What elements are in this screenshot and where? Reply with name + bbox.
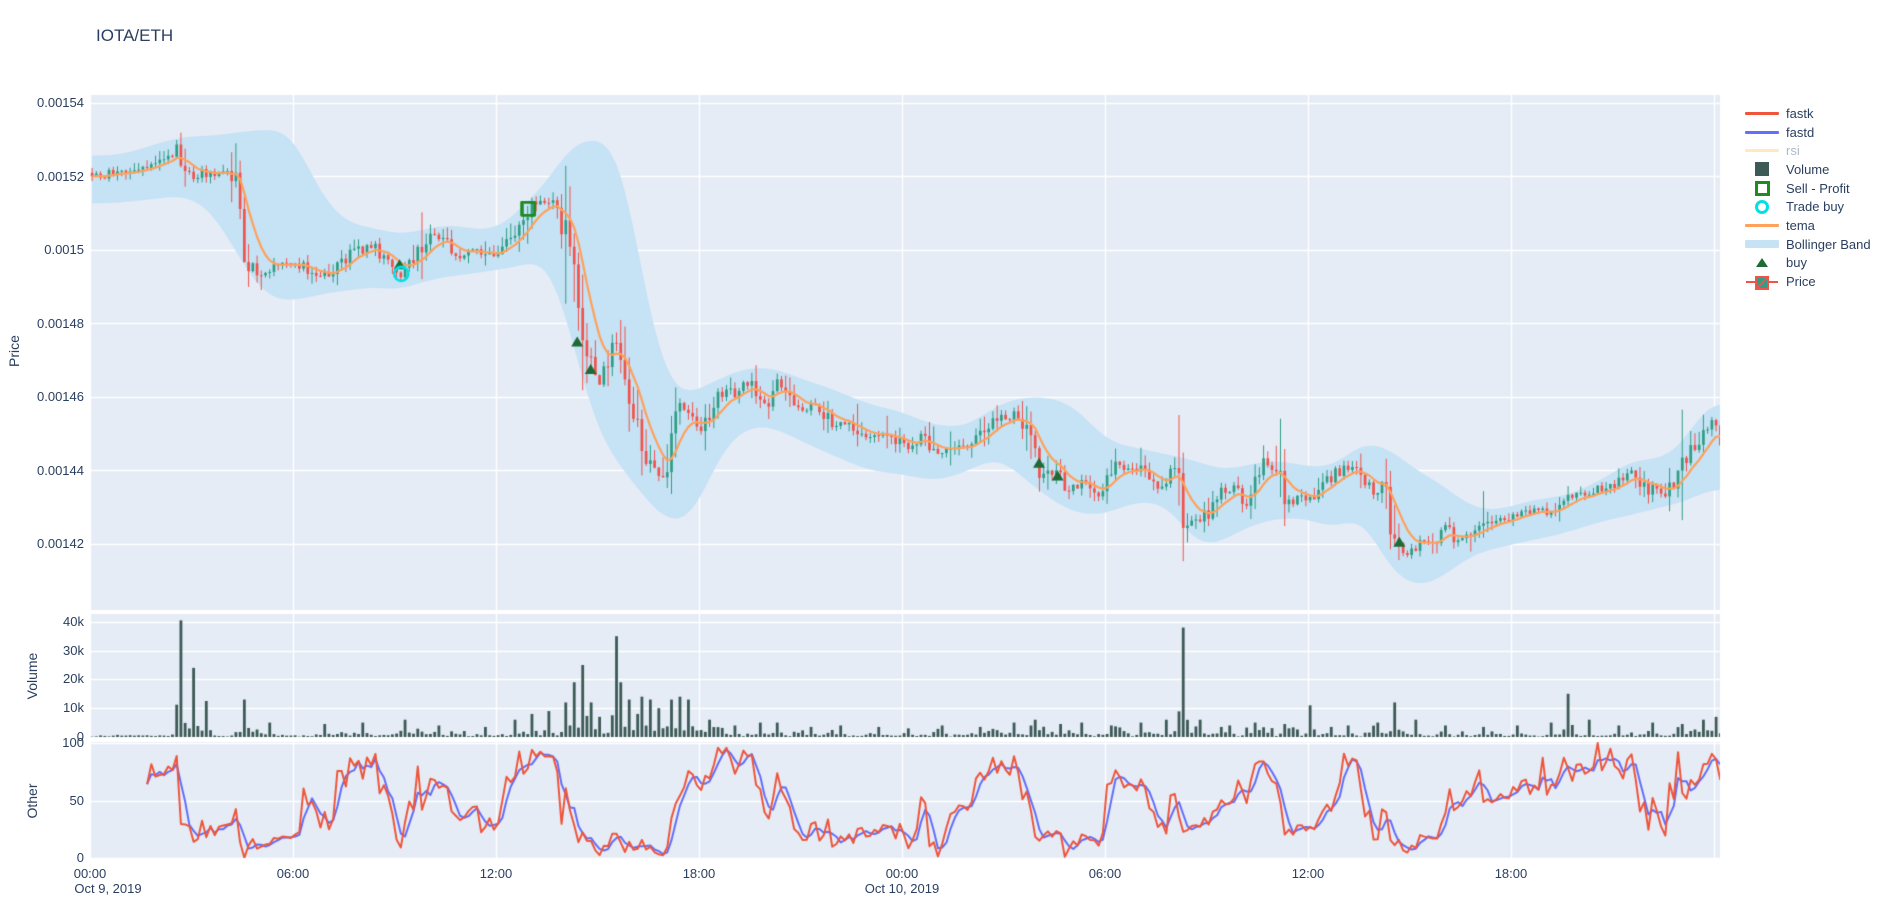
legend-item-label: Trade buy <box>1786 199 1845 215</box>
legend-item-tema[interactable]: tema <box>1744 216 1886 235</box>
price-tick-label: 0.00154 <box>37 95 84 110</box>
legend-item-label: Volume <box>1786 161 1830 177</box>
legend-item-fastk[interactable]: fastk <box>1744 104 1886 123</box>
price-tick-label: 0.0015 <box>44 242 84 257</box>
price-tick-label: 0.00148 <box>37 315 84 331</box>
legend-item-label: fastk <box>1786 105 1814 121</box>
line-swatch-icon <box>1744 130 1780 134</box>
line-thick-swatch-icon <box>1744 240 1780 249</box>
line-swatch-icon <box>1744 223 1780 227</box>
volume-tick-label: 20k <box>63 671 84 687</box>
legend: fastk fastd rsi Volume Sell - Profit Trade bu… <box>1744 104 1886 291</box>
legend-item-trade-buy[interactable]: Trade buy <box>1744 197 1886 216</box>
line-swatch-icon <box>1744 149 1780 153</box>
price-tick-label: 0.00142 <box>37 536 84 551</box>
x-tick-label: 18:00 <box>682 866 716 881</box>
x-tick-label: 00:00 <box>73 866 107 881</box>
price-tick-label: 0.00152 <box>37 168 84 184</box>
x-tick-label: 06:00 <box>1088 866 1122 881</box>
candle-swatch-icon <box>1744 274 1780 290</box>
x-date-label: Oct 9, 2019 <box>74 881 142 896</box>
other-tick-label: 100 <box>62 735 84 750</box>
legend-item-label: rsi <box>1786 143 1800 159</box>
other-tick-label: 0 <box>76 850 84 865</box>
legend-item-label: buy <box>1786 255 1807 271</box>
volume-tick-label: 0 <box>76 729 84 744</box>
legend-item-rsi[interactable]: rsi <box>1744 141 1886 160</box>
x-tick-label: 06:00 <box>276 866 310 881</box>
other-tick-label: 50 <box>69 792 84 808</box>
square-swatch-icon <box>1744 162 1780 177</box>
legend-item-price[interactable]: Price <box>1744 272 1886 291</box>
x-tick-label: 12:00 <box>479 866 513 881</box>
volume-tick-label: 10k <box>63 700 84 716</box>
volume-tick-label: 30k <box>63 642 84 658</box>
legend-item-label: Sell - Profit <box>1786 180 1850 196</box>
triangle-swatch-icon <box>1744 258 1780 268</box>
legend-item-label: tema <box>1786 217 1815 233</box>
x-tick-label: 18:00 <box>1494 866 1528 881</box>
price-tick-label: 0.00144 <box>37 462 84 478</box>
legend-item-label: fastd <box>1786 124 1815 140</box>
chart-title: IOTA/ETH <box>96 26 174 45</box>
line-swatch-icon <box>1744 111 1780 115</box>
legend-item-bollinger-band[interactable]: Bollinger Band <box>1744 235 1886 254</box>
x-date-label: Oct 10, 2019 <box>864 881 940 896</box>
legend-item-label: Price <box>1786 274 1816 290</box>
square-open-swatch-icon <box>1744 180 1780 196</box>
circle-open-swatch-icon <box>1744 199 1780 214</box>
price-tick-label: 0.00146 <box>37 389 84 404</box>
legend-item-fastd[interactable]: fastd <box>1744 123 1886 142</box>
x-tick-label: 12:00 <box>1291 866 1325 881</box>
legend-item-volume[interactable]: Volume <box>1744 160 1886 179</box>
legend-item-label: Bollinger Band <box>1786 236 1871 252</box>
legend-item-buy[interactable]: buy <box>1744 254 1886 273</box>
volume-tick-label: 40k <box>63 613 84 629</box>
x-tick-label: 00:00 <box>885 866 919 881</box>
legend-item-sell-profit[interactable]: Sell - Profit <box>1744 179 1886 198</box>
